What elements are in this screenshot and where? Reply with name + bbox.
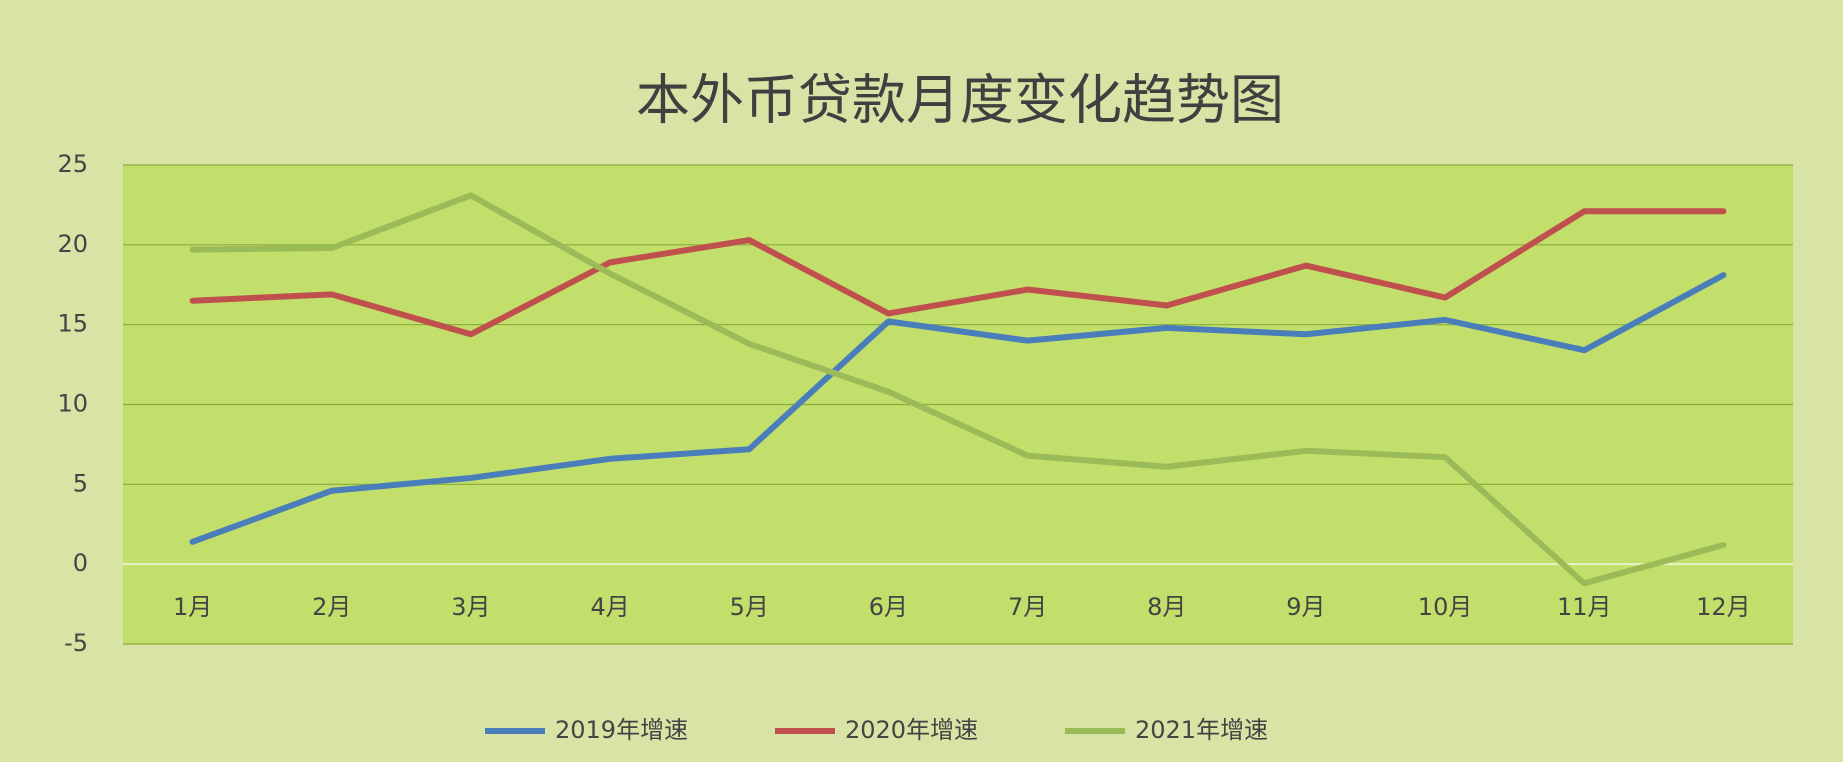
x-tick-label: 11月 [1557,593,1612,621]
x-tick-label: 4月 [590,593,629,621]
chart-title: 本外币贷款月度变化趋势图 [636,69,1284,132]
y-tick-label: 0 [73,549,88,577]
series-line [189,192,1727,587]
legend-label: 2020年增速 [845,716,978,744]
x-tick-label: 10月 [1418,593,1473,621]
x-tick-label: 3月 [451,593,490,621]
y-tick-label: 20 [57,230,88,258]
series-line [189,208,1727,338]
y-tick-label: 15 [57,310,88,338]
y-tick-label: 10 [57,390,88,418]
x-tick-label: 7月 [1008,593,1047,621]
legend-label: 2019年增速 [555,716,688,744]
x-tick-label: 8月 [1147,593,1186,621]
y-tick-label: -5 [64,629,88,657]
x-tick-label: 6月 [869,593,908,621]
x-tick-label: 12月 [1696,593,1751,621]
x-tick-label: 9月 [1286,593,1325,621]
series-line [189,272,1727,545]
legend-label: 2021年增速 [1135,716,1268,744]
x-tick-label: 1月 [173,593,212,621]
y-tick-label: 25 [57,150,88,178]
x-tick-label: 2月 [312,593,351,621]
x-tick-label: 5月 [730,593,769,621]
y-tick-label: 5 [73,469,88,497]
